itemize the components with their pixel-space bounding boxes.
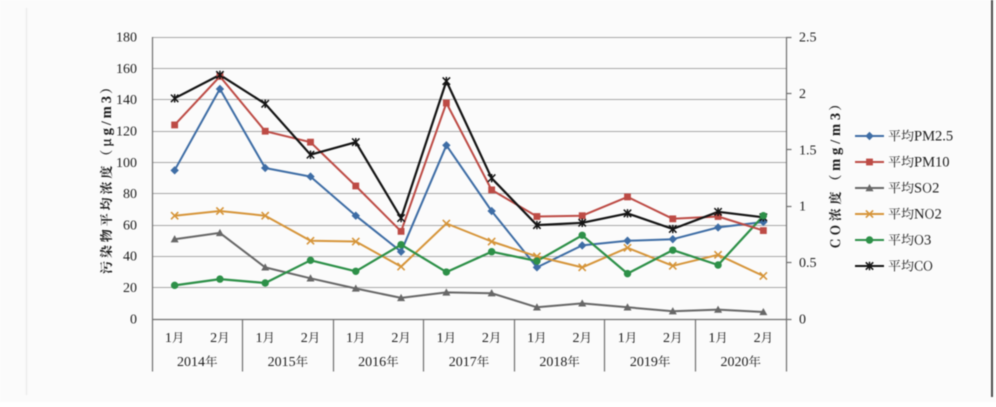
svg-text:140: 140 xyxy=(116,93,137,108)
svg-text:20: 20 xyxy=(123,281,137,296)
svg-text:2: 2 xyxy=(934,207,941,223)
svg-text:0.5: 0.5 xyxy=(799,256,817,271)
svg-text:120: 120 xyxy=(116,125,137,140)
svg-text:PM2.5: PM2.5 xyxy=(914,129,953,145)
svg-text:2019: 2019 xyxy=(630,355,658,370)
svg-text:80: 80 xyxy=(123,187,137,202)
svg-text:1: 1 xyxy=(437,331,444,346)
svg-text:100: 100 xyxy=(116,156,137,171)
svg-text:0: 0 xyxy=(130,312,137,327)
svg-text:1: 1 xyxy=(165,331,172,346)
svg-text:g/m3: g/m3 xyxy=(99,93,115,135)
svg-text:2: 2 xyxy=(932,181,939,197)
svg-text:N: N xyxy=(914,207,925,223)
svg-text:2: 2 xyxy=(754,331,761,346)
svg-text:1: 1 xyxy=(618,331,625,346)
svg-text:180: 180 xyxy=(116,31,137,46)
svg-text:PM10: PM10 xyxy=(914,155,950,171)
svg-text:160: 160 xyxy=(116,62,137,77)
svg-text:2: 2 xyxy=(482,331,489,346)
svg-text:2: 2 xyxy=(663,331,670,346)
svg-text:2017: 2017 xyxy=(449,355,477,370)
svg-text:1: 1 xyxy=(255,331,262,346)
svg-text:0: 0 xyxy=(799,312,806,327)
svg-text:2020: 2020 xyxy=(720,355,748,370)
svg-text:2018: 2018 xyxy=(539,355,567,370)
svg-text:1: 1 xyxy=(708,331,715,346)
svg-text:40: 40 xyxy=(123,250,137,265)
svg-text:3: 3 xyxy=(924,233,931,249)
svg-text:2: 2 xyxy=(799,87,806,102)
svg-text:S: S xyxy=(914,181,922,197)
svg-text:1: 1 xyxy=(799,200,806,215)
svg-text:2: 2 xyxy=(391,331,398,346)
svg-text:60: 60 xyxy=(123,218,137,233)
svg-text:1: 1 xyxy=(346,331,353,346)
svg-text:mg/m3: mg/m3 xyxy=(828,109,844,171)
svg-text:2014: 2014 xyxy=(177,355,205,370)
svg-text:1.5: 1.5 xyxy=(799,143,817,158)
svg-text:2: 2 xyxy=(572,331,579,346)
svg-text:2016: 2016 xyxy=(358,355,386,370)
svg-text:2015: 2015 xyxy=(268,355,296,370)
svg-text:2.5: 2.5 xyxy=(799,31,817,46)
svg-text:1: 1 xyxy=(527,331,534,346)
svg-text:2: 2 xyxy=(210,331,217,346)
svg-text:2: 2 xyxy=(301,331,308,346)
